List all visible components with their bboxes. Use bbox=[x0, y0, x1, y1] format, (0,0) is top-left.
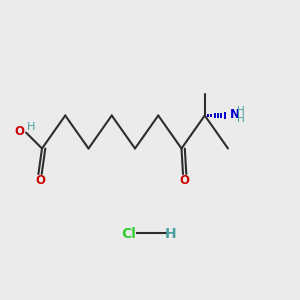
Text: N: N bbox=[230, 108, 240, 121]
Text: H: H bbox=[238, 106, 245, 116]
Text: H: H bbox=[165, 227, 177, 241]
Text: O: O bbox=[35, 174, 45, 188]
Text: H: H bbox=[27, 122, 35, 132]
Text: O: O bbox=[15, 124, 25, 138]
Text: H: H bbox=[238, 114, 245, 124]
Text: O: O bbox=[180, 174, 190, 188]
Text: Cl: Cl bbox=[122, 227, 136, 241]
